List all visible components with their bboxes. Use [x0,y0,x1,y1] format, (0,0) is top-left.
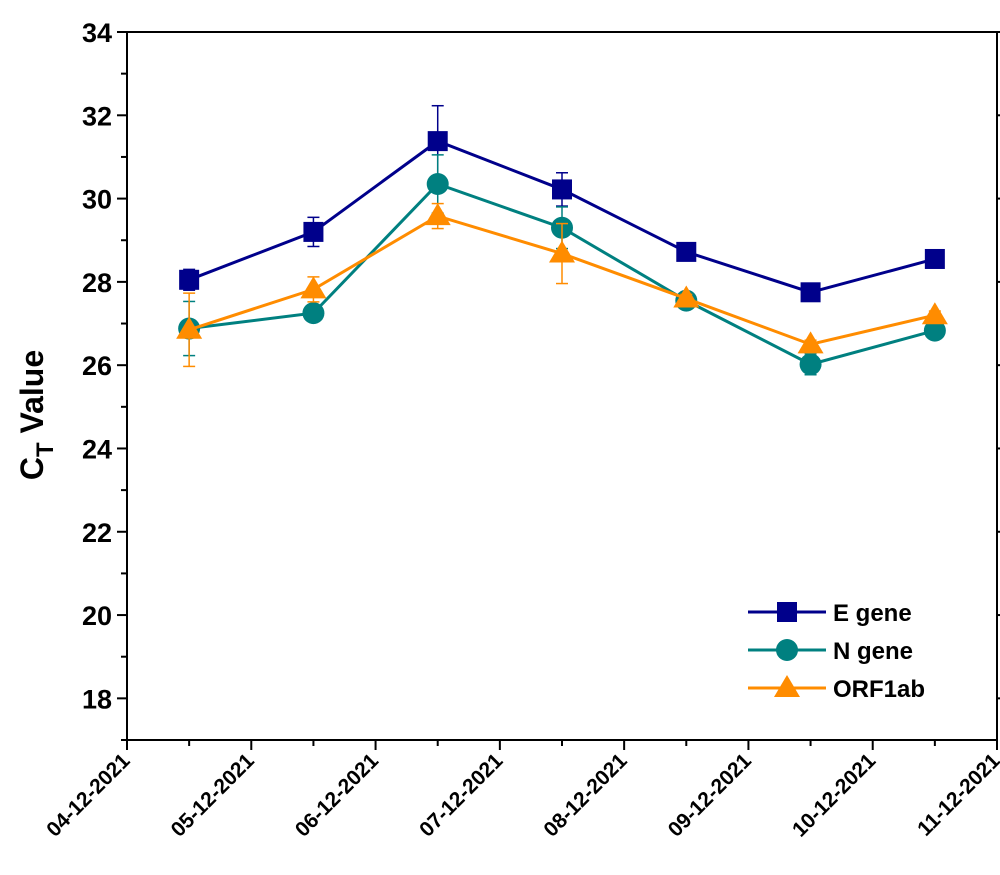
data-point [424,203,451,226]
y-tick-label: 26 [82,351,112,381]
y-axis: 18 20 22 24 26 28 30 32 34 [82,18,1000,741]
legend-marker [777,602,797,622]
data-point [923,319,946,342]
y-tick-label: 30 [82,185,112,215]
legend: E gene N gene ORF1ab [748,600,925,703]
x-axis: 04-12-2021 05-12-2021 06-12-2021 07-12-2021… [42,740,1000,841]
legend-label: ORF1ab [833,676,925,703]
y-tick-label: 34 [82,18,112,48]
x-tick-label: 08-12-2021 [539,749,631,841]
legend-item: E gene [748,600,912,627]
y-axis-title: CT Value [14,350,59,480]
data-point [924,248,945,269]
data-point [921,302,948,325]
x-tick-label: 10-12-2021 [788,749,880,841]
data-point [303,221,324,242]
x-tick-label: 07-12-2021 [415,749,507,841]
x-tick-label: 04-12-2021 [42,749,134,841]
data-point [179,269,200,290]
data-point [302,302,325,325]
legend-item: N gene [748,638,913,665]
data-point [549,240,575,263]
plot-border [126,31,998,741]
data-point [800,282,821,303]
y-tick-label: 18 [82,684,112,714]
data-point [797,331,824,354]
x-tick-label: 05-12-2021 [167,749,259,841]
y-tick-label: 32 [82,101,112,131]
data-point [799,353,822,376]
data-point [426,173,449,196]
data-point [300,276,327,299]
data-point [552,179,572,200]
y-tick-label: 28 [82,268,112,298]
legend-marker [774,675,800,697]
x-tick-label: 09-12-2021 [664,749,756,841]
legend-label: N gene [833,638,913,665]
legend-item: ORF1ab [748,675,925,703]
data-point [673,285,700,308]
x-tick-label: 06-12-2021 [291,749,383,841]
data-point [176,316,203,339]
y-tick-label: 22 [82,518,112,548]
y-tick-label: 24 [82,434,112,464]
series-orf1ab [176,202,948,368]
x-tick-label: 11-12-2021 [913,749,1000,841]
legend-marker [776,639,798,661]
plot-frame [126,31,998,741]
series-e-gene [179,104,945,303]
legend-label: E gene [833,600,912,627]
data-point [676,241,697,262]
series-area [176,104,948,376]
data-point [427,131,448,152]
y-tick-label: 20 [82,601,112,631]
